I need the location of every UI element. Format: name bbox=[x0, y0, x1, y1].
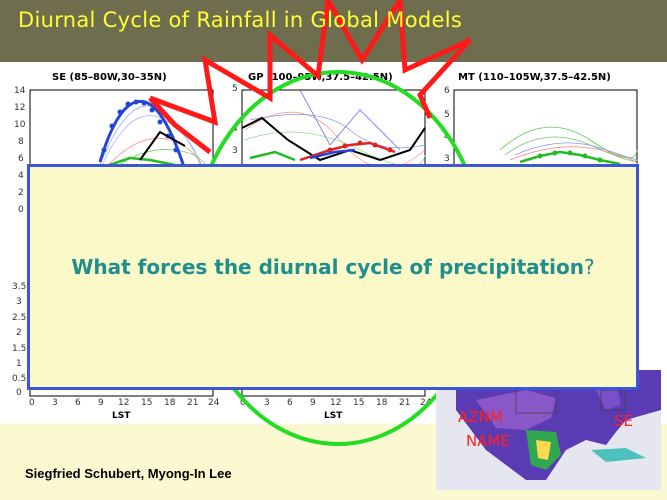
xtick: 18 bbox=[376, 398, 388, 408]
slide-title: Diurnal Cycle of Rainfall in Global Mode… bbox=[18, 8, 463, 32]
se-box bbox=[600, 389, 626, 411]
mt-ytick: 6 bbox=[444, 86, 450, 96]
se-ytick: 6 bbox=[18, 154, 24, 164]
gp-ytick: 3 bbox=[232, 146, 238, 156]
xtick: 3 bbox=[264, 398, 270, 408]
mt-ytick: 4 bbox=[444, 132, 450, 142]
lower-ytick: 0 bbox=[16, 388, 22, 398]
question-text: What forces the diurnal cycle of precipi… bbox=[30, 255, 636, 279]
lower-ytick: 3.5 bbox=[12, 282, 27, 292]
se-ytick: 0 bbox=[18, 205, 24, 215]
xtick: 24 bbox=[208, 398, 220, 408]
lower-ytick: 2.5 bbox=[12, 313, 27, 323]
mt-ytick: 3 bbox=[444, 154, 450, 164]
se-ytick: 8 bbox=[18, 137, 24, 147]
map-svg bbox=[436, 370, 661, 490]
authors: Siegfried Schubert, Myong-In Lee bbox=[25, 466, 232, 481]
xtick: 0 bbox=[29, 398, 35, 408]
question-text-main: What forces the diurnal cycle of precipi… bbox=[71, 255, 585, 279]
se-ytick: 4 bbox=[18, 171, 24, 181]
se-ytick: 12 bbox=[14, 103, 26, 113]
question-mark: ? bbox=[584, 255, 595, 279]
xtick: 24 bbox=[420, 398, 432, 408]
xtick: 15 bbox=[353, 398, 365, 408]
xtick: 6 bbox=[75, 398, 81, 408]
precip-map: AZNM NAME SE bbox=[436, 370, 661, 490]
xtick: 12 bbox=[118, 398, 130, 408]
xtick: 21 bbox=[399, 398, 411, 408]
xtick: 9 bbox=[310, 398, 316, 408]
xtick: 18 bbox=[164, 398, 176, 408]
xtick: 3 bbox=[52, 398, 58, 408]
map-label-aznm: AZNM bbox=[458, 408, 503, 426]
xtick: 15 bbox=[141, 398, 153, 408]
map-label-name: NAME bbox=[466, 432, 510, 450]
se-ytick: 2 bbox=[18, 188, 24, 198]
gp-ytick: 5 bbox=[232, 84, 238, 94]
panel-title-mt: MT (110–105W,37.5–42.5N) bbox=[458, 72, 611, 83]
panel-title-se: SE (85–80W,30–35N) bbox=[52, 72, 167, 83]
x-axis-title: LST bbox=[112, 411, 131, 421]
map-label-se: SE bbox=[614, 412, 633, 430]
gp-ytick: 4 bbox=[232, 124, 238, 134]
se-ytick: 14 bbox=[14, 86, 26, 96]
mt-ytick: 5 bbox=[444, 110, 450, 120]
lower-ytick: 2 bbox=[16, 328, 22, 338]
xtick: 12 bbox=[330, 398, 342, 408]
question-box: What forces the diurnal cycle of precipi… bbox=[27, 164, 639, 390]
se-ytick: 10 bbox=[14, 120, 26, 130]
lower-ytick: 1.5 bbox=[12, 344, 27, 354]
panel-title-gp: GP (100–95W,37.5–42.5N) bbox=[248, 72, 393, 83]
x-axis-title: LST bbox=[324, 411, 343, 421]
xtick: 9 bbox=[98, 398, 104, 408]
lower-ytick: 1 bbox=[16, 359, 22, 369]
xtick: 21 bbox=[187, 398, 199, 408]
xtick: 0 bbox=[240, 398, 246, 408]
lower-ytick: 0.5 bbox=[12, 374, 27, 384]
lower-ytick: 3 bbox=[16, 297, 22, 307]
xtick: 6 bbox=[287, 398, 293, 408]
